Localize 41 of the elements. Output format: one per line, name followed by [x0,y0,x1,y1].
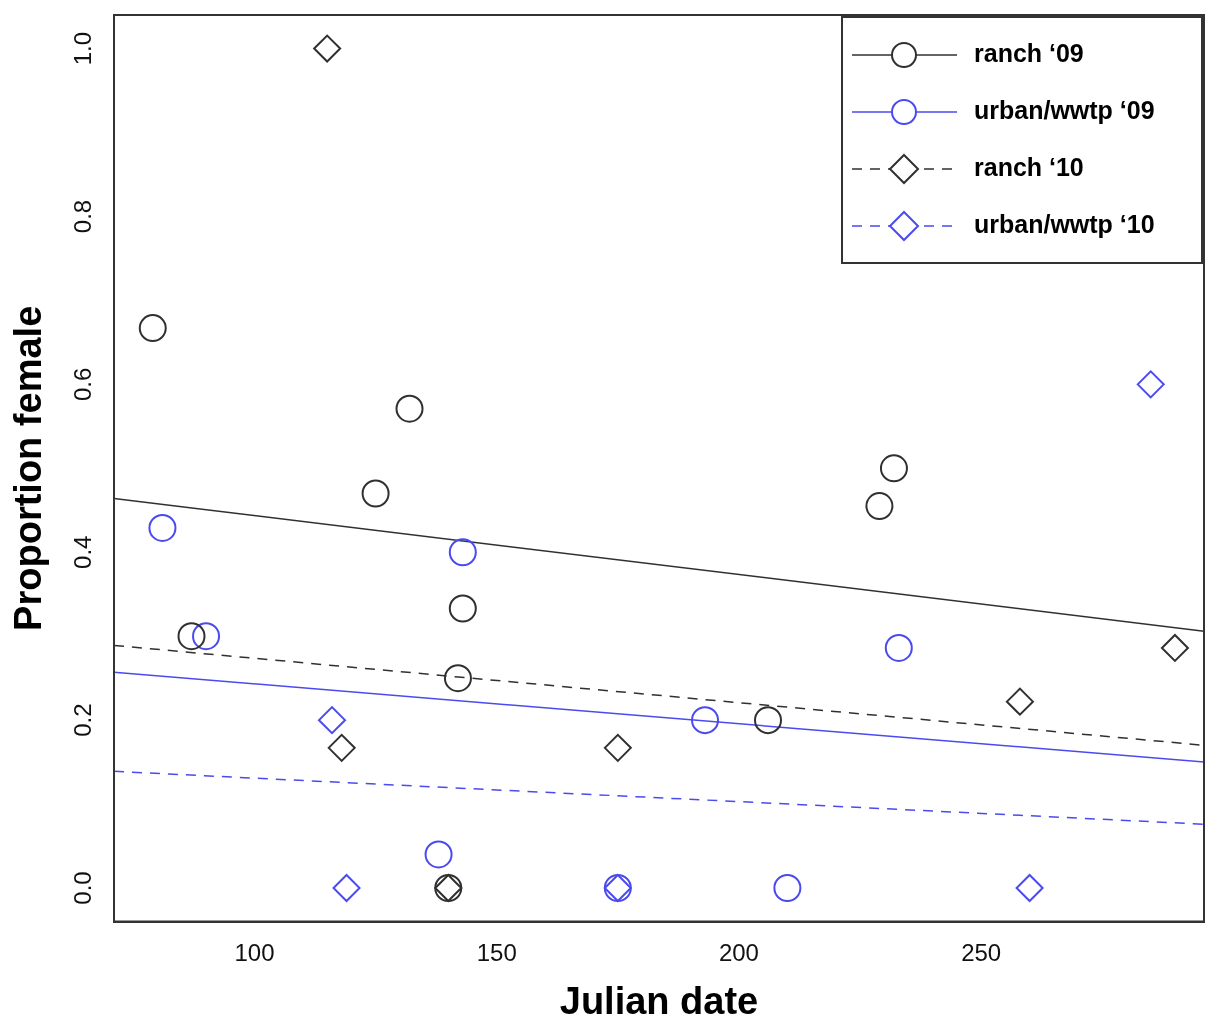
x-tick-label: 200 [718,938,759,966]
point [603,733,632,762]
y-tick-label: 0.2 [68,703,96,737]
y-tick-label: 0.8 [68,199,96,234]
legend-label: ranch ‘10 [974,152,1084,181]
point [879,454,908,483]
point [1015,874,1044,903]
point [327,733,356,762]
point [1005,687,1034,716]
legend-label: urban/wwtp ‘09 [974,95,1155,124]
point [318,706,346,735]
y-axis-title: Proportion female [7,305,50,631]
x-tick-label: 100 [234,938,275,966]
point [1136,370,1165,399]
y-tick-label: 1.0 [68,31,96,66]
y-tick-label: 0.0 [68,871,96,905]
point [148,513,177,542]
point [754,706,782,735]
point [313,34,342,63]
legend-label: urban/wwtp ‘10 [974,209,1155,238]
point [192,622,221,651]
x-tick-label: 150 [476,938,517,966]
point [1160,633,1189,662]
point [884,633,913,662]
point [177,622,206,651]
point [773,874,802,903]
point [691,706,720,735]
point [448,538,477,567]
y-tick-label: 0.4 [68,535,96,569]
y-tick-label: 0.6 [68,367,96,402]
point [138,314,167,343]
point [395,394,424,423]
x-axis-title: Julian date [559,979,759,1022]
point [448,594,477,623]
legend-label: ranch ‘09 [974,38,1084,67]
x-tick-label: 250 [961,938,1002,966]
point [332,874,361,903]
point [361,479,390,508]
point [865,492,894,521]
point [443,664,472,693]
point [424,840,453,869]
